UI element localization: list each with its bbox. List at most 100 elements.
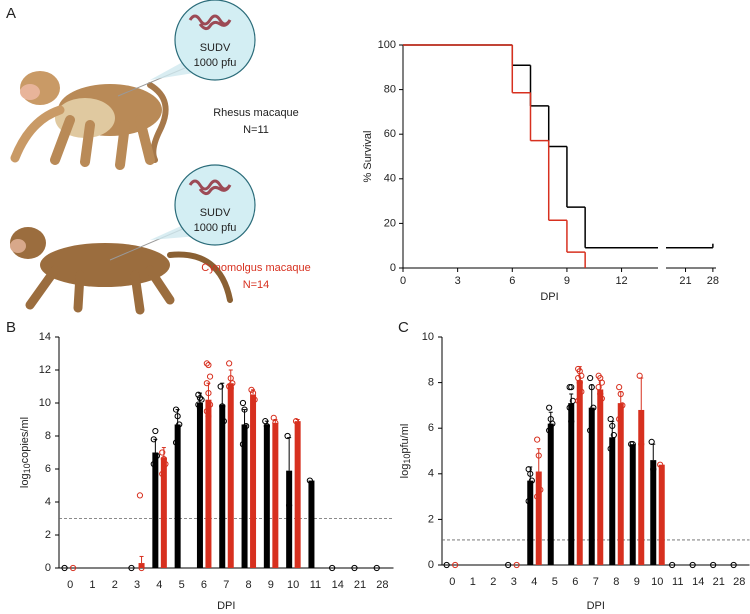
data-point [136,492,144,499]
data-point [61,564,68,572]
x-tick-label: 4 [156,579,162,591]
y-label-base: log [19,473,31,488]
bar [576,380,583,565]
data-point [351,564,358,572]
virus-label: SUDV [200,207,231,219]
x-tick-label: 9 [268,579,274,591]
data-point [710,561,717,569]
bar [658,464,665,565]
bar [205,399,212,568]
bar [272,422,279,568]
data-point [162,460,169,468]
y-tick-label: 8 [45,430,51,442]
data-point [607,415,614,423]
x-tick-label: 7 [593,576,599,588]
x-tick-label: 0 [67,579,73,591]
y-label-base: log [399,464,411,479]
data-point [452,561,459,569]
data-point [152,427,159,435]
y-tick-label: 0 [45,562,51,574]
data-point [128,564,135,572]
data-point [546,404,553,411]
data-point [638,441,645,448]
data-point [203,380,210,387]
x-tick-label: 6 [509,275,515,287]
x-tick-label: 6 [201,579,207,591]
data-point [206,401,214,408]
y-label-unit: pfu/ml [399,424,411,454]
y-tick-label: 2 [45,529,51,541]
bar [617,403,624,565]
data-point [150,436,157,443]
x-tick-label: 2 [490,576,496,588]
data-point [669,561,676,569]
bar [568,403,575,565]
data-point [174,413,181,420]
data-point [648,438,655,445]
y-tick-label: 6 [428,422,434,434]
data-point [226,360,233,367]
x-tick-label: 0 [400,275,406,287]
x-tick-label: 5 [179,579,185,591]
bar [629,444,636,565]
x-axis-label: DPI [587,600,605,612]
data-point [196,394,204,402]
x-tick-label: 28 [376,579,388,591]
y-tick-label: 2 [428,513,434,525]
data-point [650,466,657,473]
x-tick-label: 2 [112,579,118,591]
bar [294,421,301,568]
data-point [263,423,270,430]
bar [588,407,595,565]
y-tick-label: 100 [378,39,396,51]
x-tick-label: 9 [634,576,640,588]
data-point [598,379,605,386]
data-point [689,561,696,569]
x-tick-label: 28 [733,576,745,588]
data-point [286,502,293,509]
y-tick-label: 4 [45,496,51,508]
group-n: N=14 [243,279,270,291]
data-point [219,403,226,410]
data-point [227,385,234,392]
data-point [505,561,512,569]
data-point [69,564,77,572]
x-tick-label: 7 [223,579,229,591]
data-point [609,422,616,430]
panel-letter: A [6,5,16,22]
x-tick-label: 21 [713,576,725,588]
y-label-subscript: 10 [402,454,412,464]
data-point [534,493,541,500]
x-tick-label: 9 [564,275,570,287]
data-point [607,445,614,452]
x-tick-label: 11 [672,576,683,588]
data-point [239,399,247,407]
y-tick-label: 0 [428,559,434,571]
x-tick-label: 3 [455,275,461,287]
data-point [598,395,605,402]
x-axis-label: DPI [540,291,558,303]
data-point [587,427,594,434]
y-tick-label: 20 [384,217,396,229]
data-point [629,441,636,448]
bar [527,480,534,565]
bar [308,480,315,568]
bar [597,389,604,565]
data-point [443,561,450,569]
x-axis-label: DPI [217,600,235,612]
group-n: N=11 [243,124,269,136]
y-axis-label: % Survival [362,131,374,183]
data-point [373,564,380,572]
data-point [525,498,532,505]
x-tick-label: 14 [332,579,344,591]
data-point [513,561,520,569]
data-point [595,384,602,391]
data-point [292,418,300,425]
bar [609,437,616,565]
x-tick-label: 5 [552,576,558,588]
data-point [205,390,212,397]
y-tick-label: 14 [39,331,51,343]
data-point [588,384,595,391]
data-point [153,452,161,459]
data-point [575,397,582,404]
